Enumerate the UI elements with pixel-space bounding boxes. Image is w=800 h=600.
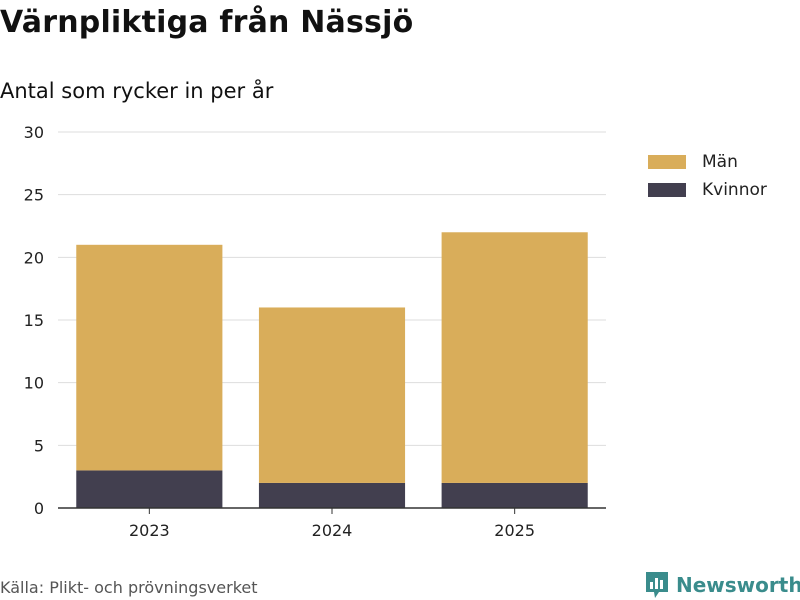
brand-name: Newsworthy [676, 573, 800, 597]
y-tick-label-5: 5 [34, 436, 44, 455]
x-tick-label-2025: 2025 [494, 521, 535, 540]
y-tick-label-10: 10 [24, 374, 44, 393]
bar-mn-2023 [76, 244, 223, 471]
legend-label-man: Män [702, 152, 738, 172]
bar-chart-badge-icon [646, 572, 668, 598]
y-tick-label-15: 15 [24, 311, 44, 330]
source-note: Källa: Plikt- och prövningsverket [0, 578, 258, 597]
chart-subtitle: Antal som rycker in per år [0, 79, 274, 103]
legend-swatch-man [648, 155, 686, 169]
legend: Män Kvinnor [648, 148, 767, 204]
legend-item-man: Män [648, 148, 767, 176]
bar-kvinnor-2023 [76, 470, 223, 508]
x-tick-label-2024: 2024 [312, 521, 353, 540]
legend-label-kvinnor: Kvinnor [702, 180, 767, 200]
y-tick-label-25: 25 [24, 186, 44, 205]
chart-area: 0 5 10 15 20 25 30 2023 2024 2025 [0, 110, 620, 550]
bar-mn-2025 [441, 232, 588, 483]
y-tick-label-30: 30 [24, 123, 44, 142]
y-tick-label-0: 0 [34, 499, 44, 518]
bar-kvinnor-2024 [258, 482, 406, 508]
bar-kvinnor-2025 [441, 482, 588, 508]
bar-mn-2024 [258, 307, 406, 483]
chart-title: Värnpliktiga från Nässjö [0, 5, 414, 40]
x-tick-label-2023: 2023 [129, 521, 170, 540]
y-tick-label-20: 20 [24, 248, 44, 267]
legend-item-kvinnor: Kvinnor [648, 176, 767, 204]
brand-logo[interactable]: Newsworthy [644, 570, 800, 600]
legend-swatch-kvinnor [648, 183, 686, 197]
